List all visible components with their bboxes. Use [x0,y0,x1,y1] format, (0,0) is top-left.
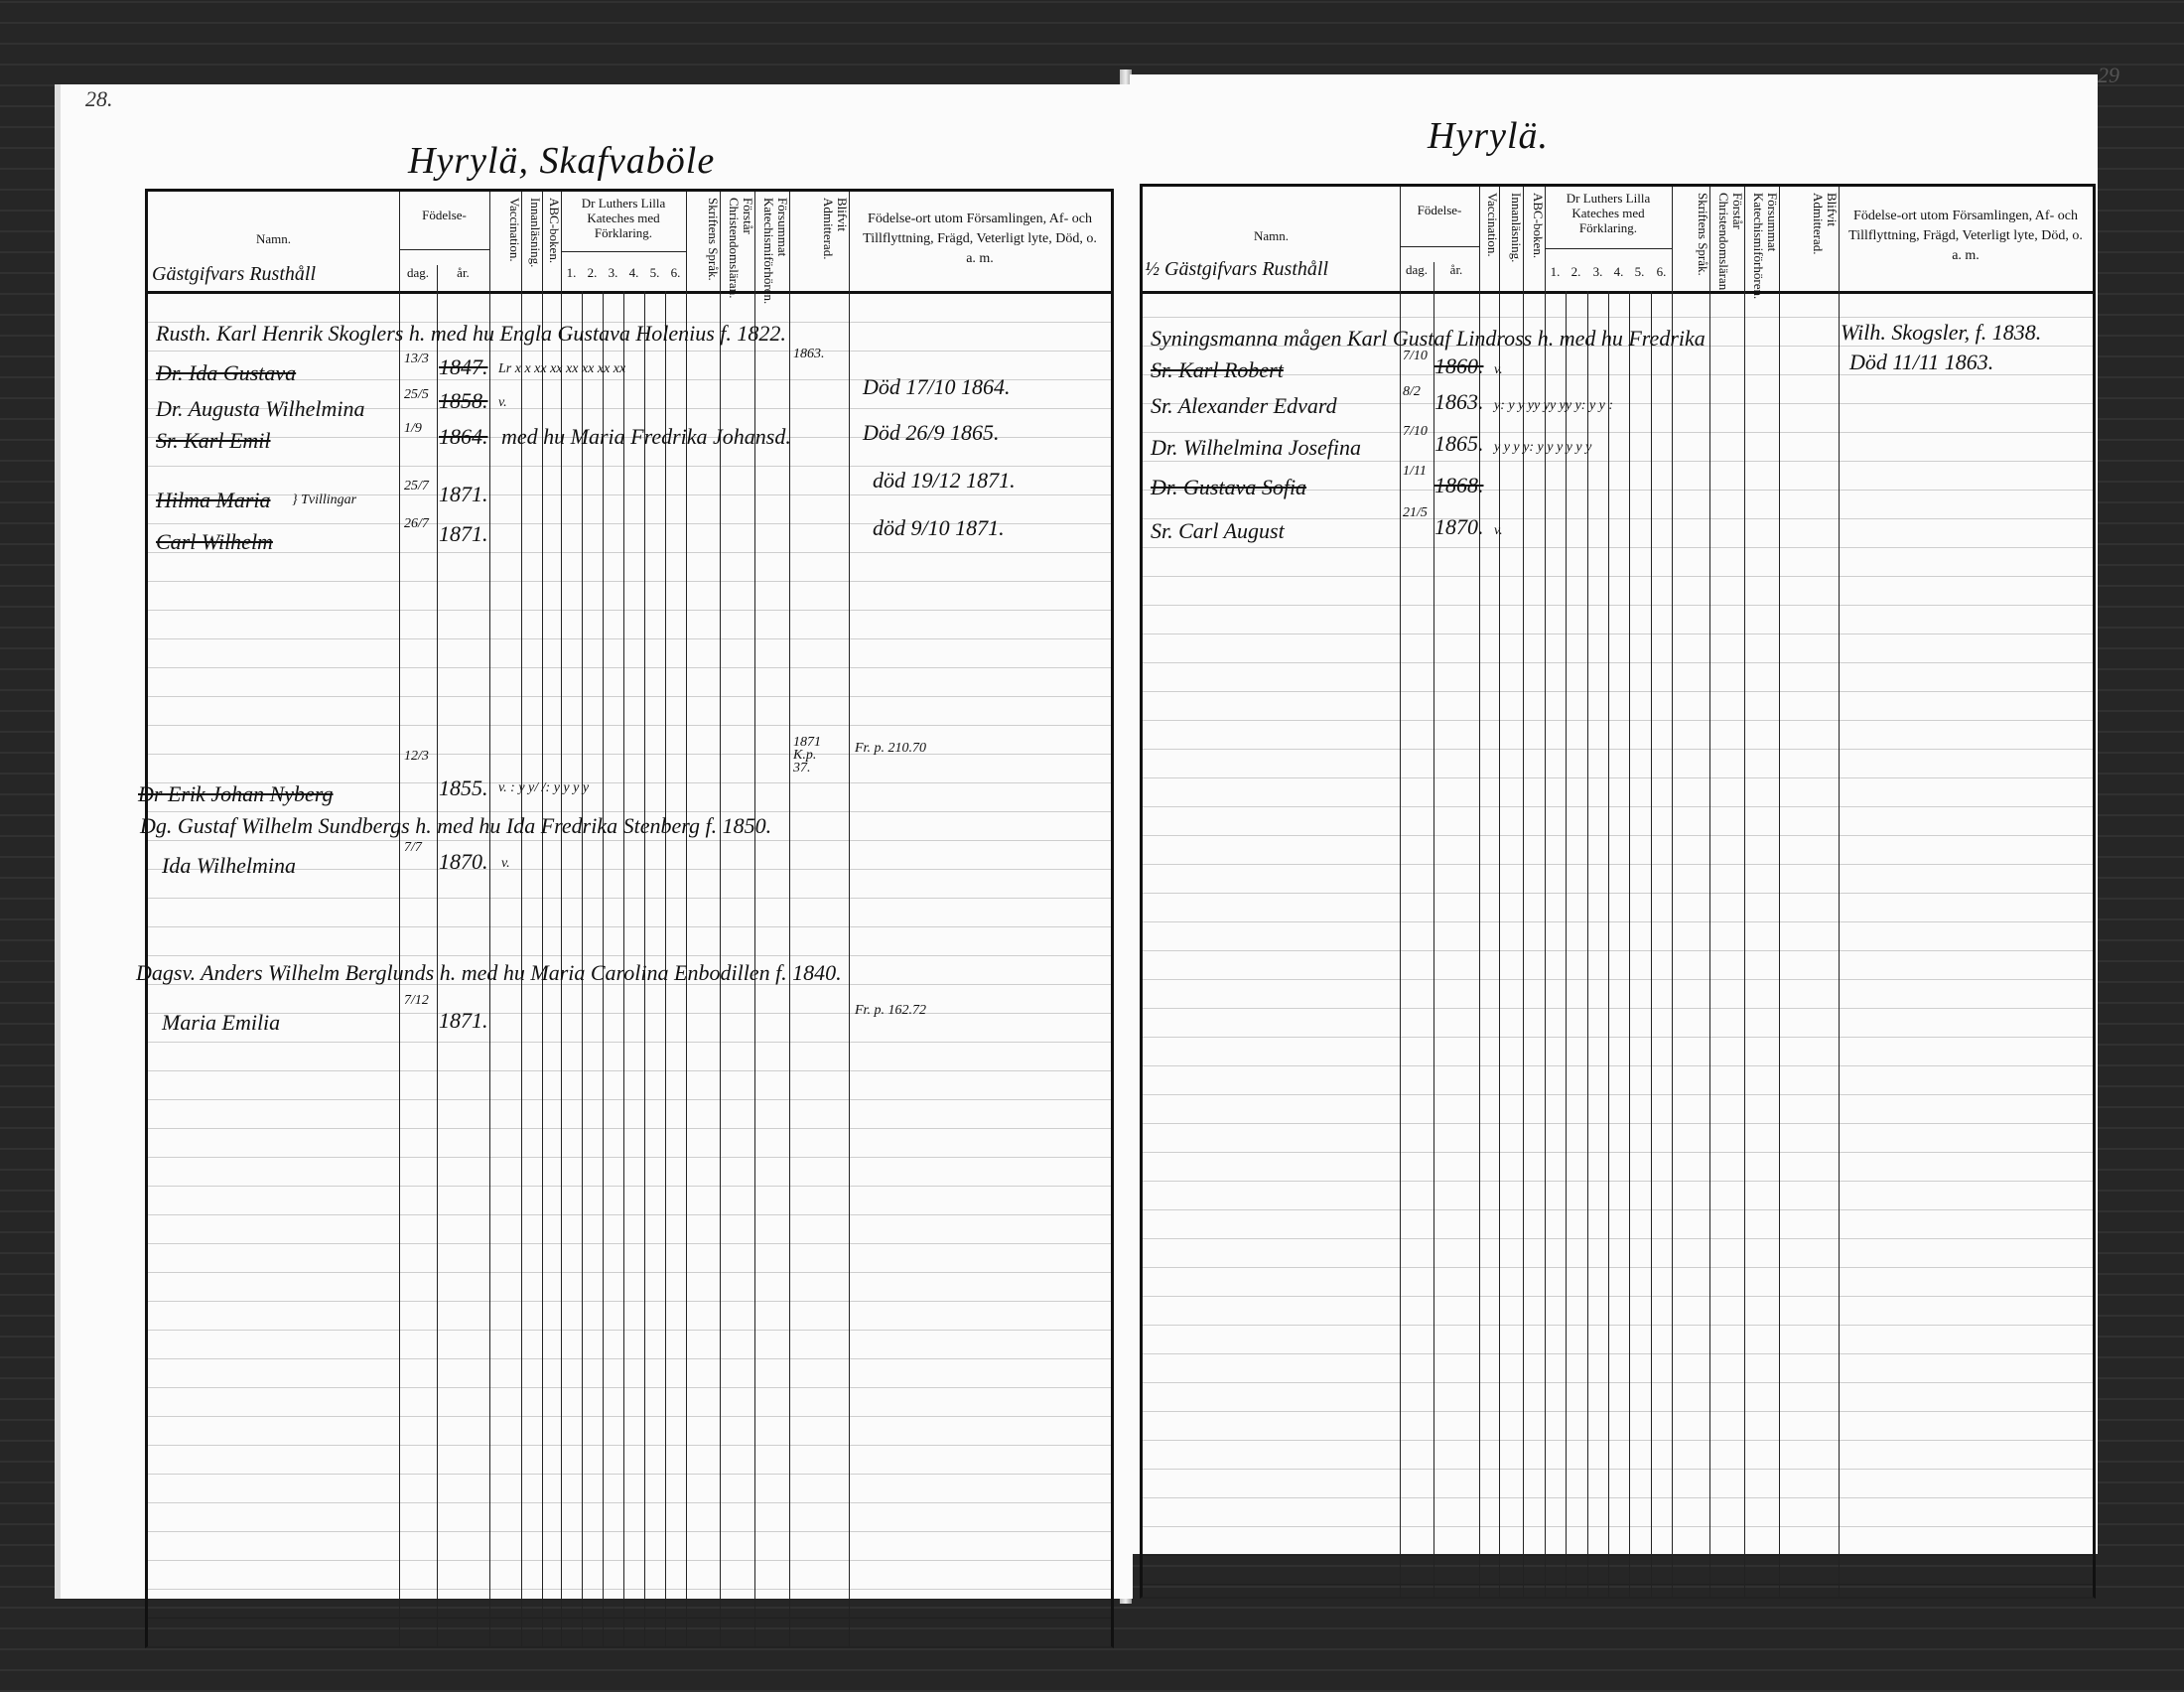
header-innanlasning: Innanläsning. [521,192,543,291]
household-label: Gästgifvars Rusthåll [152,263,317,285]
right-page: 29 Hyrylä. Namn. ½ Gästgifvars Rusthåll … [1130,63,2119,1599]
header-skriftens: Skriftens Språk. [686,192,721,291]
header-fodelse: Födelse- dag. år. [1400,187,1480,291]
ruled-lines [148,294,1111,1646]
header-blifvit: Blifvit Admitterad. [789,192,850,291]
header-vaccination: Vaccination. [1479,187,1500,291]
page-title: Hyrylä. [1428,115,1550,157]
header-anmarkningar: Födelse-ort utom Församlingen, Af- och T… [863,212,1097,266]
page-number: 28. [85,86,113,111]
household-label: ½ Gästgifvars Rusthåll [1145,258,1329,280]
header-abc: ABC-boken. [542,192,562,291]
register-table: Namn. ½ Gästgifvars Rusthåll Födelse- da… [1140,184,2096,1599]
header-vaccination: Vaccination. [489,192,522,291]
ruled-lines [1143,289,2093,1597]
header-luther: Dr Luthers Lilla Kateches med Förklaring… [1545,187,1673,291]
header-forstar: Förstår Christendomsläran. [720,192,755,298]
header-forsummat: Försummat Katechismiförhören. [1744,187,1780,299]
header-abc: ABC-boken. [1523,187,1546,291]
page-title: Hyrylä, Skafvaböle [408,140,716,182]
header-anmarkningar: Födelse-ort utom Församlingen, Af- och T… [1848,209,2083,263]
header-forstar: Förstår Christendomsläran. [1709,187,1745,293]
header-namn: Namn. ½ Gästgifvars Rusthåll [1143,187,1401,291]
header-innanlasning: Innanläsning. [1499,187,1524,291]
header-blifvit: Blifvit Admitterad. [1779,187,1840,291]
header-luther: Dr Luthers Lilla Kateches med Förklaring… [561,192,687,291]
header-skriftens: Skriftens Språk. [1672,187,1710,291]
table-header: Namn. Gästgifvars Rusthåll Födelse- dag.… [148,192,1111,304]
header-forsummat: Försummat Katechismiförhören. [754,192,790,304]
header-namn: Namn. Gästgifvars Rusthåll [148,192,400,291]
page-number: 29 [2098,63,2119,87]
left-page: 28. Hyrylä, Skafvaböle Namn. Gästgifvars… [55,84,1133,1648]
header-fodelse: Födelse- dag. år. [399,192,490,291]
register-table: Namn. Gästgifvars Rusthåll Födelse- dag.… [136,189,1114,1648]
table-header: Namn. ½ Gästgifvars Rusthåll Födelse- da… [1143,187,2093,299]
